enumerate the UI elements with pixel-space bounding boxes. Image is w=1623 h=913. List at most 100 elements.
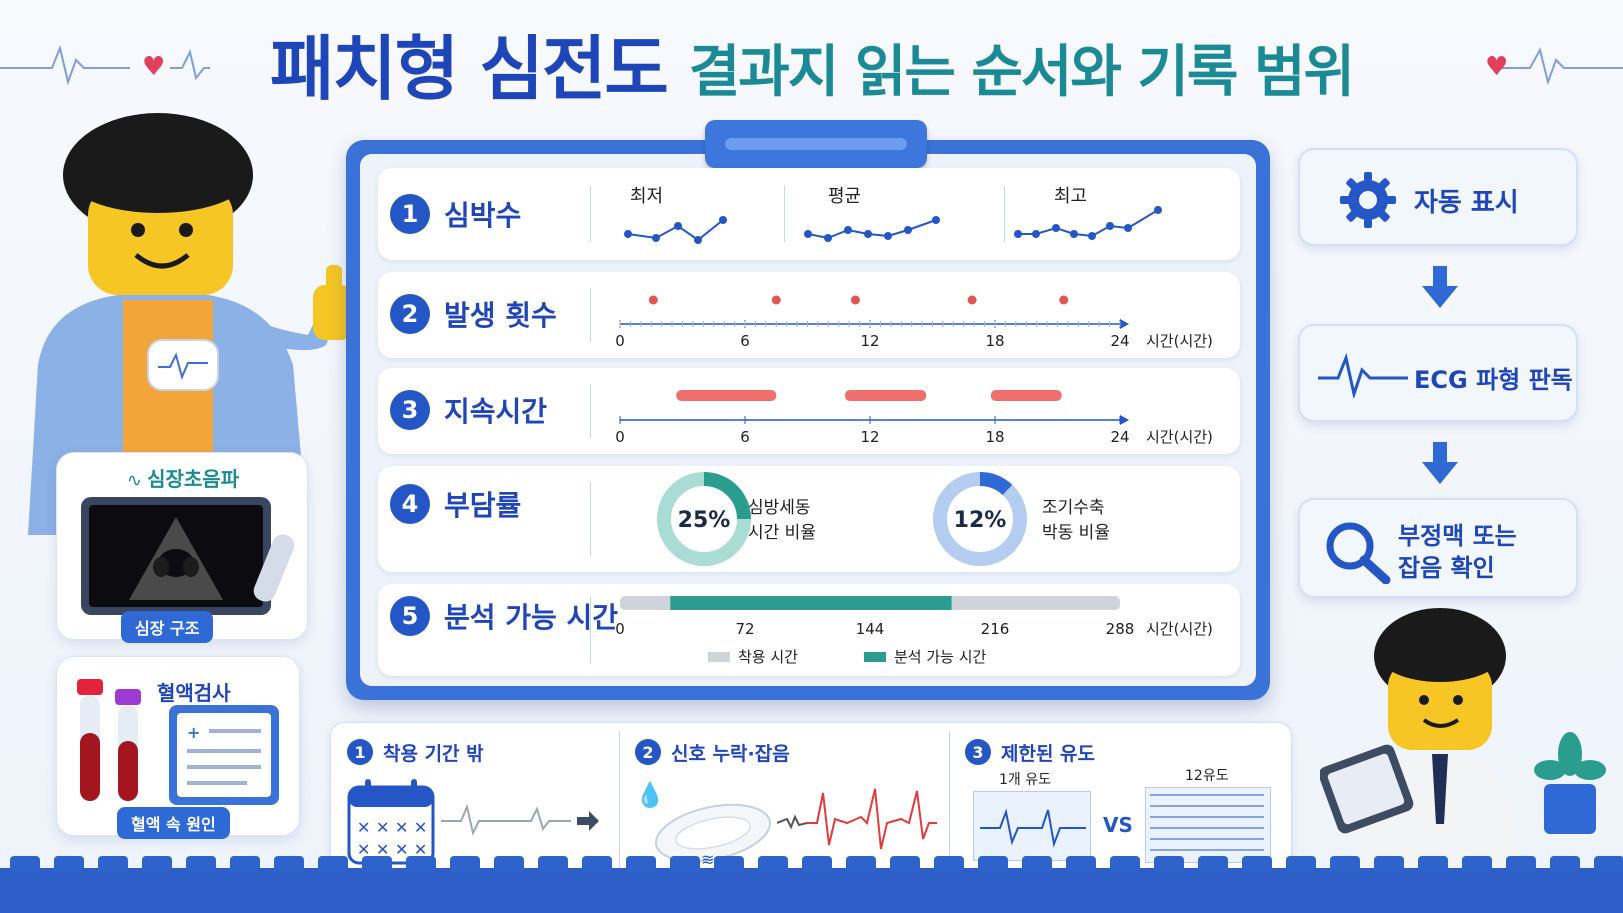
limit-number: 2 <box>635 739 661 765</box>
axis-arrow <box>1120 415 1129 425</box>
lego-stud <box>1594 856 1623 872</box>
blood-card-title: 혈액검사 <box>157 681 231 705</box>
axis-tick-label: 24 <box>1110 332 1129 350</box>
twelve-lead-ecg <box>1145 787 1271 863</box>
analyzable-chart: 0 72 144 216 288 시간(시간) 착용 시간 분석 가능 시간 <box>615 596 1213 666</box>
echo-card: ∿ 심장초음파 심장 구조 <box>56 452 308 643</box>
lego-stud <box>890 856 920 872</box>
title-deco-left <box>0 38 210 88</box>
lego-stud <box>846 856 876 872</box>
lego-stud <box>230 856 260 872</box>
limit-label-wear: 착용 기간 밖 <box>383 743 484 765</box>
water-drop-icon: 💧 <box>635 781 665 809</box>
arrow-down-icon <box>1422 442 1458 484</box>
axis-unit-label: 시간(시간) <box>1146 428 1213 446</box>
lego-stud <box>1110 856 1140 872</box>
limit-label-leads: 제한된 유도 <box>1001 743 1096 765</box>
limit-label-noise: 신호 누락·잡음 <box>671 743 790 765</box>
pvc-caption: 조기수축 박동 비율 <box>1042 498 1110 543</box>
title-main: 패치형 심전도 <box>269 27 669 110</box>
duration-bar <box>845 390 927 401</box>
echo-monitor <box>81 497 271 615</box>
lego-stud <box>10 856 40 872</box>
lego-stud <box>1198 856 1228 872</box>
heart-icon: ♥ <box>1485 52 1509 82</box>
row-analyzable-time: 5 분석 가능 시간 0 72 144 216 288 시간(시간) 착용 시간 분석 가능 … <box>378 584 1240 676</box>
row-label: 부담률 <box>444 489 522 522</box>
lego-stud <box>1462 856 1492 872</box>
blood-card: 혈액검사 + 혈액 속 원인 <box>56 656 300 839</box>
duration-chart: 0 6 12 18 24 시간(시간) <box>615 390 1213 446</box>
lego-stud <box>318 856 348 872</box>
axis-tick-label: 72 <box>735 620 754 638</box>
gear-icon <box>1340 172 1396 228</box>
lego-floor <box>0 868 1623 913</box>
flow-step-auto-label: 자동 표시 <box>1414 188 1519 218</box>
arrow-down-icon <box>1422 266 1458 308</box>
title-sub: 결과지 읽는 순서와 기록 범위 <box>688 39 1355 105</box>
flow-step-verify-label: 부정맥 또는 잡음 확인 <box>1398 522 1517 582</box>
flow-step-ecg: ECG 파형 판독 <box>1298 324 1578 422</box>
axis-arrow <box>1120 319 1129 329</box>
single-lead-ecg <box>973 791 1091 861</box>
lego-stud <box>1066 856 1096 872</box>
lego-stud <box>54 856 84 872</box>
lego-stud <box>362 856 392 872</box>
title-deco-right <box>1500 38 1623 88</box>
lego-stud <box>1242 856 1272 872</box>
donut-value-label: 12% <box>954 508 1007 533</box>
limit-number: 3 <box>965 739 991 765</box>
axis-tick-label: 6 <box>740 428 750 446</box>
donut-slice <box>703 472 751 520</box>
calendar-icon: ✕ ✕ ✕ ✕ ✕ ✕ ✕ ✕ <box>347 779 435 865</box>
axis-tick-label: 0 <box>615 332 625 350</box>
burden-donuts: 25% 12% <box>657 472 1027 566</box>
lego-stud <box>978 856 1008 872</box>
ecg-small-icon: ∿ <box>126 470 142 491</box>
row-label: 심박수 <box>444 199 522 232</box>
clipboard-clip <box>705 120 927 168</box>
echo-card-title: ∿ 심장초음파 <box>126 467 240 491</box>
lego-stud <box>1022 856 1052 872</box>
clipboard-icon: + <box>169 705 279 805</box>
row-number: 4 <box>390 484 430 524</box>
row-label: 발생 횟수 <box>444 299 557 332</box>
lego-stud <box>186 856 216 872</box>
lego-stud <box>1374 856 1404 872</box>
flow-step-auto: 자동 표시 <box>1298 148 1578 246</box>
axis-unit-label: 시간(시간) <box>1146 332 1213 350</box>
event-point <box>1059 295 1069 305</box>
donut-value-label: 25% <box>678 508 731 533</box>
vs-label: VS <box>1103 813 1133 837</box>
row-burden: 4 부담률 25% 12% 심방세동 시간 비율 조기수축 박동 비율 <box>378 466 1240 572</box>
hr-min-label: 최저 <box>630 186 664 207</box>
lego-stud <box>538 856 568 872</box>
lego-stud <box>1286 856 1316 872</box>
axis-tick-label: 24 <box>1110 428 1129 446</box>
axis-tick-label: 0 <box>615 620 625 638</box>
lego-stud <box>142 856 172 872</box>
lego-stud <box>934 856 964 872</box>
hr-avg-label: 평균 <box>828 186 862 207</box>
flow-step-ecg-label: ECG 파형 판독 <box>1414 366 1573 394</box>
axis-tick-label: 6 <box>740 332 750 350</box>
event-point <box>850 295 860 305</box>
axis-tick-label: 12 <box>860 332 879 350</box>
lego-stud <box>1550 856 1580 872</box>
magnifier-icon <box>1326 522 1391 584</box>
legend-label-analyzable: 분석 가능 시간 <box>894 648 987 666</box>
lego-stud <box>98 856 128 872</box>
row-duration: 3 지속시간 0 6 12 18 24 시간(시간) <box>378 368 1240 454</box>
svg-text:✕ ✕ ✕ ✕: ✕ ✕ ✕ ✕ <box>357 840 427 859</box>
noisy-ecg-line <box>777 788 937 850</box>
lego-studs <box>0 852 1623 872</box>
hr-max-label: 최고 <box>1054 186 1088 207</box>
legend-label-wear: 착용 시간 <box>738 648 798 666</box>
echo-tag: 심장 구조 <box>121 611 214 643</box>
duration-bar <box>990 390 1062 401</box>
axis-tick-label: 144 <box>856 620 885 638</box>
svg-text:✕ ✕ ✕ ✕: ✕ ✕ ✕ ✕ <box>357 818 427 837</box>
axis-tick-label: 18 <box>985 332 1004 350</box>
lego-stud <box>406 856 436 872</box>
axis-tick-label: 0 <box>615 428 625 446</box>
